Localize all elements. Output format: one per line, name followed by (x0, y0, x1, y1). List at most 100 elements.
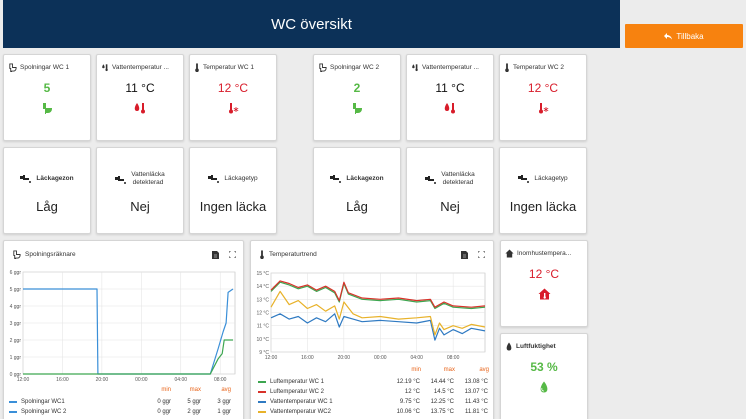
y-tick-label: 10 °C (256, 337, 269, 343)
x-tick-label: 04:00 (175, 377, 188, 383)
legend-max: 14.44 °C (430, 379, 454, 385)
flush-count: 5 (43, 81, 51, 95)
card-title: Spolningar WC 2 (330, 64, 380, 71)
temperature-trend-chart: 9 °C 10 °C 11 °C 12 °C 13 °C 14 °C 15 °C 12:00 1… (256, 271, 486, 361)
pipe-leak-icon (208, 175, 220, 183)
card-title: Vattentemperatur ... (422, 64, 479, 71)
legend-max-header: max (189, 387, 201, 393)
legend-min-header: min (161, 387, 171, 393)
temp-value: 12 °C (217, 81, 249, 95)
legend-min: 9.75 °C (399, 399, 420, 405)
y-tick-label: 6 ggr (10, 270, 22, 276)
thermometer-icon (260, 250, 264, 259)
card-title: Läckagezon (346, 175, 384, 182)
humidity-drop-icon (540, 381, 548, 393)
legend-name: Spolningar WC 2 (21, 409, 67, 415)
thermometer-snow-icon (229, 103, 239, 114)
wc2-leak-type-card: Läckagetyp Ingen läcka (499, 147, 587, 234)
legend-avg: 3 ggr (217, 399, 231, 405)
indoor-temp-card: Inomhustempera... 12 °C (500, 240, 588, 327)
wc2-flush-card: Spolningar WC 2 2 (313, 54, 401, 141)
back-button-label: Tillbaka (676, 31, 704, 41)
temperature-trend-chart-card: Temperaturtrend 9 °C 10 °C 11 °C 12 °C 13 °C… (250, 240, 494, 419)
y-tick-label: 15 °C (256, 271, 269, 277)
chart-legend: min max avg Luftemperatur WC 1 12.19 °C … (258, 367, 489, 417)
y-tick-label: 5 ggr (10, 287, 22, 293)
wc1-leak-detected-card: Vattenläcka detekterad Nej (96, 147, 184, 234)
x-tick-label: 00:00 (135, 377, 148, 383)
house-icon (505, 249, 514, 258)
series-line (23, 339, 233, 375)
series-line (270, 290, 486, 336)
y-tick-label: 14 °C (256, 284, 269, 290)
back-arrow-icon (664, 32, 673, 39)
legend-max: 14.5 °C (433, 389, 454, 395)
thermometer-snow-icon (539, 103, 549, 114)
y-tick-label: 13 °C (256, 297, 269, 303)
y-tick-label: 11 °C (257, 324, 270, 330)
y-tick-label: 2 ggr (10, 338, 22, 344)
x-tick-label: 00:00 (374, 355, 387, 361)
wc1-leak-zone-card: Läckagezon Låg (3, 147, 91, 234)
leak-zone-value: Låg (36, 199, 58, 214)
wc1-flush-card: Spolningar WC 1 5 (3, 54, 91, 141)
card-title-line2: detekterad (442, 179, 474, 186)
humidity-card: Luftfuktighet 53 % (500, 333, 588, 419)
card-title: Spolningar WC 1 (20, 64, 70, 71)
card-title-line1: Vattenläcka (441, 171, 475, 178)
legend-name: Vattentemperatur WC2 (270, 409, 331, 415)
legend-item[interactable]: Vattentemperatur WC2 10.06 °C 13.75 °C 1… (258, 407, 489, 417)
wc1-leak-type-card: Läckagetyp Ingen läcka (189, 147, 277, 234)
legend-min: 12.19 °C (396, 379, 420, 385)
wc1-water-temp-card: Vattentemperatur ... 11 °C (96, 54, 184, 141)
card-title: Läckagezon (36, 175, 74, 182)
legend-min: 12 °C (404, 389, 420, 395)
legend-max: 5 ggr (187, 399, 201, 405)
leak-detected-value: Nej (130, 199, 150, 214)
legend-item[interactable]: Spolningar WC1 0 ggr 5 ggr 3 ggr (9, 397, 231, 407)
y-tick-label: 12 °C (256, 311, 269, 317)
series-line (23, 288, 234, 375)
wc2-temp-card: Temperatur WC 2 12 °C (499, 54, 587, 141)
export-file-icon[interactable] (461, 251, 468, 259)
water-temp-value: 11 °C (435, 81, 465, 95)
page-title: WC översikt (271, 15, 352, 33)
legend-item[interactable]: Spolningar WC 2 0 ggr 2 ggr 1 ggr (9, 407, 231, 417)
pipe-leak-icon (20, 175, 32, 183)
legend-name: Luftemperatur WC 1 (270, 379, 325, 385)
series-line (270, 280, 486, 308)
legend-min: 10.06 °C (396, 409, 420, 415)
back-button[interactable]: Tillbaka (625, 24, 743, 48)
legend-max: 2 ggr (187, 409, 201, 415)
x-tick-label: 20:00 (96, 377, 109, 383)
export-file-icon[interactable] (212, 251, 219, 259)
wc2-water-temp-card: Vattentemperatur ... 11 °C (406, 54, 494, 141)
card-title: Temperatur WC 1 (203, 64, 254, 71)
legend-max-header: max (443, 367, 455, 373)
water-thermometer-icon (444, 103, 455, 114)
x-tick-label: 20:00 (338, 355, 351, 361)
y-tick-label: 4 ggr (10, 304, 22, 310)
card-title: Läckagetyp (224, 175, 258, 182)
card-title: Vattentemperatur ... (112, 64, 169, 71)
water-temp-value: 11 °C (125, 81, 155, 95)
legend-item[interactable]: Vattentemperatur WC 1 9.75 °C 12.25 °C 1… (258, 397, 489, 407)
x-tick-label: 16:00 (301, 355, 314, 361)
legend-max: 13.75 °C (430, 409, 454, 415)
page-header: WC översikt (3, 0, 620, 48)
y-tick-label: 3 ggr (10, 321, 22, 327)
card-title-line1: Vattenläcka (131, 171, 165, 178)
legend-avg: 11.81 °C (465, 409, 488, 415)
legend-name: Vattentemperatur WC 1 (270, 399, 333, 405)
y-tick-label: 1 ggr (10, 355, 22, 361)
chart-title: Temperaturtrend (269, 251, 317, 258)
x-tick-label: 08:00 (214, 377, 227, 383)
legend-avg: 13.08 °C (464, 379, 488, 385)
legend-item[interactable]: Luftemperatur WC 1 12.19 °C 14.44 °C 13.… (258, 377, 489, 387)
legend-avg: 11.43 °C (465, 399, 488, 405)
chart-legend: min max avg Spolningar WC1 0 ggr 5 ggr 3… (9, 387, 231, 417)
legend-min-header: min (411, 367, 421, 373)
card-title: Läckagetyp (534, 175, 568, 182)
legend-item[interactable]: Luftemperatur WC 2 12 °C 14.5 °C 13.07 °… (258, 387, 489, 397)
water-thermometer-icon (102, 64, 108, 72)
